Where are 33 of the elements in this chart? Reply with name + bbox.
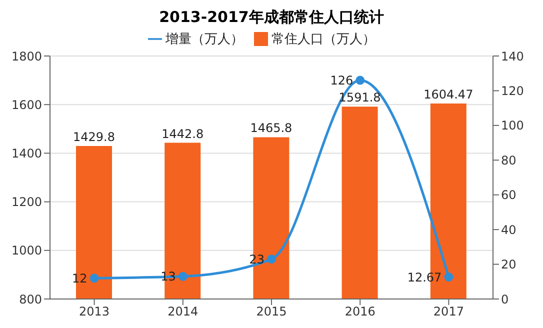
point bbox=[267, 254, 276, 264]
data-label: 1442.8 bbox=[162, 126, 204, 141]
y-tick-label: 1000 bbox=[11, 244, 42, 258]
y2-tick-label: 140 bbox=[501, 49, 524, 64]
y-tick-label: 1600 bbox=[11, 98, 42, 112]
y-tick-label: 1400 bbox=[11, 146, 42, 160]
point bbox=[178, 272, 188, 281]
y2-tick-label: 100 bbox=[501, 118, 524, 133]
y-tick-label: 1200 bbox=[11, 195, 42, 210]
data-label: 126 bbox=[330, 74, 354, 88]
x-tick-label: 2014 bbox=[168, 304, 198, 319]
x-tick-label: 2015 bbox=[256, 304, 287, 319]
y2-tick-label: 0 bbox=[501, 292, 509, 306]
y2-tick-label: 20 bbox=[501, 258, 516, 272]
x-tick-label: 2013 bbox=[79, 304, 110, 319]
point bbox=[356, 76, 365, 85]
data-label: 1604.47 bbox=[424, 88, 474, 102]
y2-tick-label: 40 bbox=[501, 222, 516, 237]
point bbox=[444, 272, 454, 282]
x-tick-label: 2016 bbox=[344, 304, 376, 319]
point bbox=[90, 274, 99, 283]
data-label: 1465.8 bbox=[250, 121, 292, 136]
y2-tick-label: 120 bbox=[501, 84, 524, 98]
legend-label: 增量（万人） bbox=[166, 32, 244, 47]
chart-title: 2013-2017年成都常住人口统计 bbox=[158, 7, 385, 28]
data-label: 1429.8 bbox=[73, 130, 115, 144]
x-tick-label: 2017 bbox=[433, 304, 464, 319]
data-label: 13 bbox=[160, 270, 176, 284]
y-tick-label: 1800 bbox=[11, 49, 42, 64]
y-tick-label: 800 bbox=[19, 292, 42, 306]
y2-tick-label: 80 bbox=[501, 153, 516, 168]
legend-label: 常住人口（万人） bbox=[272, 32, 376, 47]
y2-tick-label: 60 bbox=[501, 188, 516, 202]
